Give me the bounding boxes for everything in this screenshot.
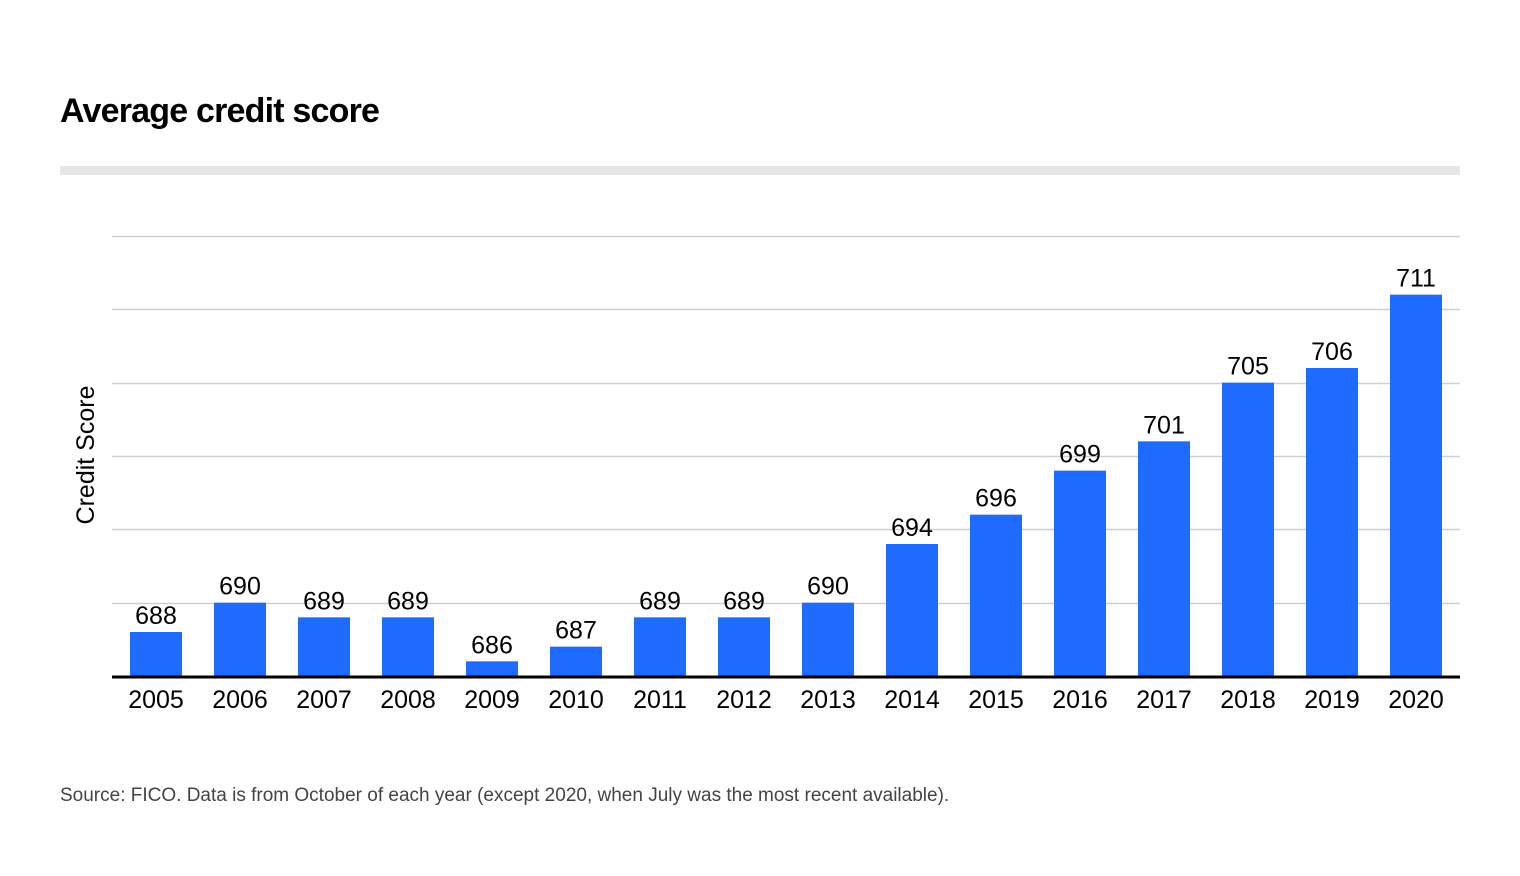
x-tick-2018: 2018 [1220,686,1276,714]
data-label-2020: 711 [1396,265,1436,293]
data-label-2014: 694 [891,514,933,542]
bar-2014 [886,544,938,676]
source-note: Source: FICO. Data is from October of ea… [60,785,950,806]
x-tick-2020: 2020 [1388,686,1444,714]
data-label-2013: 690 [807,573,849,601]
x-tick-labels: 2005 2006 2007 2008 2009 2010 2011 2012 2013 2014… [128,686,1444,714]
bar-2013 [802,602,854,676]
bar-2012 [718,617,770,676]
bar-2017 [1138,441,1190,676]
bar-2005 [130,632,182,676]
x-tick-2005: 2005 [128,686,184,714]
data-label-2012: 689 [723,587,765,615]
data-label-2007: 689 [303,587,345,615]
data-label-2017: 701 [1143,411,1185,439]
data-label-2009: 686 [471,631,513,659]
x-tick-2007: 2007 [296,686,352,714]
data-label-2019: 706 [1311,338,1353,366]
x-tick-2013: 2013 [800,686,856,714]
data-label-2010: 687 [555,617,597,645]
x-tick-2016: 2016 [1052,686,1108,714]
x-tick-2019: 2019 [1304,686,1360,714]
x-tick-2015: 2015 [968,686,1024,714]
x-tick-2006: 2006 [212,686,268,714]
data-label-2006: 690 [219,573,261,601]
x-tick-2011: 2011 [633,686,687,714]
bar-2010 [550,646,602,676]
bars [130,294,1442,676]
x-tick-2017: 2017 [1136,686,1192,714]
x-tick-2010: 2010 [548,686,604,714]
bar-2019 [1306,368,1358,676]
data-label-2005: 688 [135,602,177,630]
data-label-2008: 689 [387,587,429,615]
bar-2011 [634,617,686,676]
bar-2018 [1222,382,1274,676]
chart-title: Average credit score [60,92,380,130]
bar-2008 [382,617,434,676]
bar-2006 [214,602,266,676]
bar-2007 [298,617,350,676]
x-tick-2014: 2014 [884,686,940,714]
bar-chart: Credit Score 688 690 689 689 686 687 689 689 690… [72,235,1460,714]
x-tick-2009: 2009 [464,686,520,714]
y-axis-label: Credit Score [72,386,100,525]
data-label-2011: 689 [639,587,681,615]
title-divider [60,166,1460,175]
bar-2009 [466,661,518,676]
data-label-2016: 699 [1059,441,1101,469]
data-label-2015: 696 [975,485,1017,513]
data-label-2018: 705 [1227,353,1269,381]
data-labels: 688 690 689 689 686 687 689 689 690 694 696 699 701 7… [135,265,1436,660]
bar-2015 [970,514,1022,676]
x-tick-2012: 2012 [716,686,772,714]
bar-2016 [1054,470,1106,676]
x-tick-2008: 2008 [380,686,436,714]
bar-2020 [1390,294,1442,676]
